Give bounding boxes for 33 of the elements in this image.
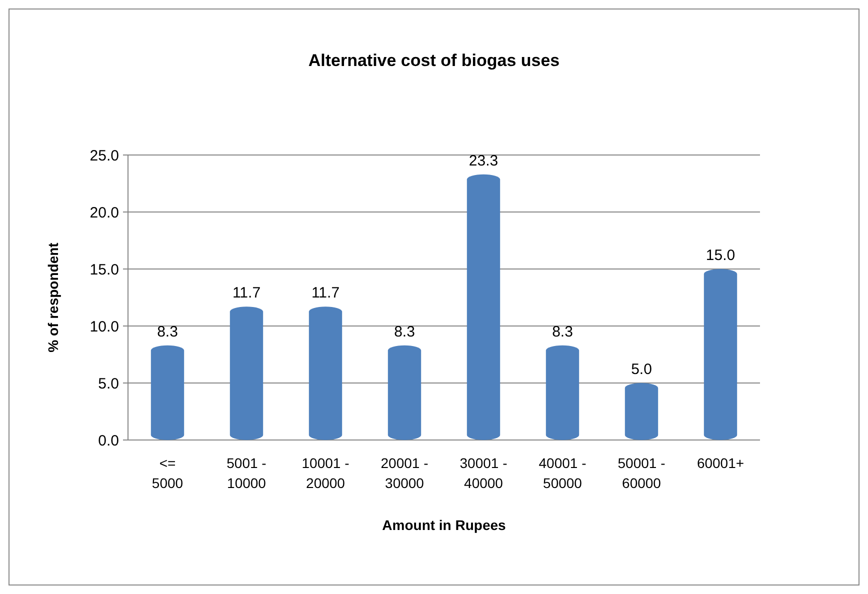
- data-label: 11.7: [232, 284, 261, 302]
- bar: [546, 345, 580, 440]
- bar: [230, 306, 264, 440]
- y-tick-label: 15.0: [90, 261, 119, 278]
- chart-title: Alternative cost of biogas uses: [308, 51, 560, 70]
- x-tick-label: 20001 - 30000: [380, 455, 429, 491]
- x-tick-label: <= 5000: [152, 455, 184, 491]
- bar: [388, 345, 422, 440]
- bar: [466, 174, 500, 440]
- x-tick-label: 10001 - 20000: [302, 455, 350, 491]
- x-tick-label: 5001 - 10000: [226, 455, 267, 491]
- data-label: 15.0: [706, 247, 736, 264]
- bar: [308, 306, 342, 440]
- data-label: 8.3: [157, 323, 178, 340]
- x-tick-label: 40001 - 50000: [538, 455, 587, 491]
- bar: [150, 345, 184, 440]
- data-label: 5.0: [631, 361, 652, 378]
- data-label: 23.3: [468, 152, 498, 170]
- data-label: 11.7: [311, 284, 340, 302]
- data-label: 8.3: [394, 323, 415, 340]
- x-tick-label: 30001 - 40000: [460, 455, 508, 491]
- x-axis-title: Amount in Rupees: [382, 517, 506, 533]
- x-tick-label: 60001+: [696, 455, 744, 471]
- y-tick-label: 10.0: [90, 318, 119, 336]
- x-tick-label: 50001 - 60000: [618, 455, 666, 491]
- y-tick-label: 5.0: [98, 375, 119, 392]
- y-tick-label: 25.0: [90, 147, 119, 164]
- y-tick-label: 0.0: [98, 432, 119, 450]
- data-label: 8.3: [552, 323, 573, 340]
- bar: [624, 383, 658, 440]
- y-tick-label: 20.0: [90, 204, 119, 222]
- y-axis-title: % of respondent: [45, 242, 61, 352]
- bar: [704, 269, 738, 440]
